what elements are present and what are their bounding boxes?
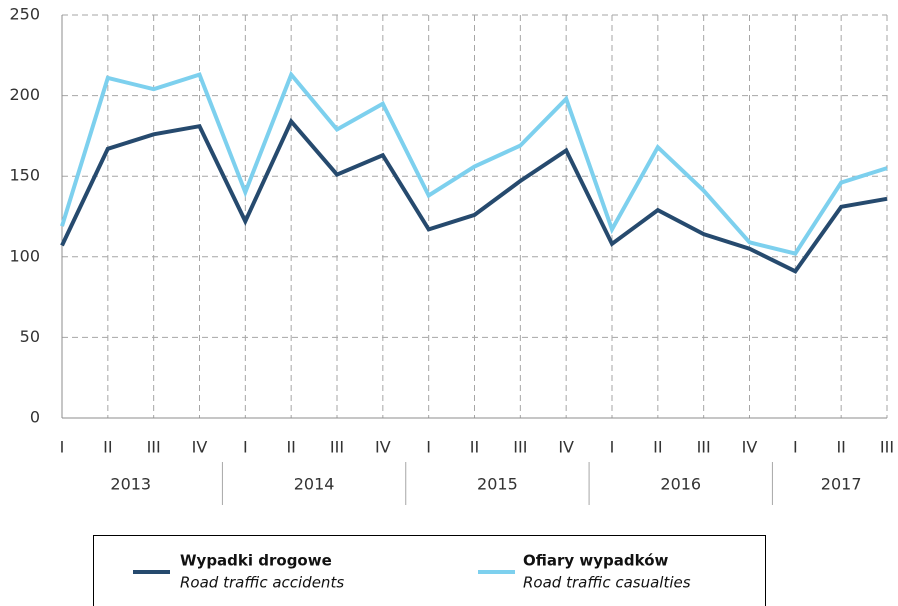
y-tick-label: 250 <box>9 5 40 24</box>
x-tick-label: IV <box>558 438 574 457</box>
year-label: 2015 <box>477 475 518 494</box>
year-label: 2017 <box>821 475 862 494</box>
x-tick-label: III <box>147 438 161 457</box>
series-line <box>60 117 888 274</box>
series-line <box>60 70 888 256</box>
year-label: 2013 <box>110 475 151 494</box>
y-tick-label: 200 <box>9 85 40 104</box>
x-tick-label: I <box>426 438 431 457</box>
x-tick-label: II <box>836 438 845 457</box>
x-tick-label: III <box>513 438 527 457</box>
x-tick-label: I <box>610 438 615 457</box>
x-tick-label: IV <box>375 438 391 457</box>
x-tick-label: II <box>653 438 662 457</box>
legend-sublabel: Road traffic casualties <box>523 574 691 592</box>
year-label: 2016 <box>660 475 701 494</box>
x-tick-label: II <box>286 438 295 457</box>
y-tick-label: 100 <box>9 246 40 265</box>
y-tick-label: 50 <box>20 327 40 346</box>
legend-sublabel: Road traffic accidents <box>180 574 344 592</box>
x-tick-label: III <box>330 438 344 457</box>
x-tick-label: IV <box>742 438 758 457</box>
x-tick-label: I <box>243 438 248 457</box>
legend-box <box>93 535 766 606</box>
x-tick-label: I <box>60 438 65 457</box>
x-tick-label: I <box>793 438 798 457</box>
legend-label: Wypadki drogowe <box>180 552 332 570</box>
legend-label: Ofiary wypadków <box>523 552 668 570</box>
x-tick-label: III <box>697 438 711 457</box>
x-tick-label: II <box>103 438 112 457</box>
x-tick-label: III <box>880 438 894 457</box>
y-tick-label: 150 <box>9 166 40 185</box>
x-tick-label: IV <box>192 438 208 457</box>
x-tick-label: II <box>470 438 479 457</box>
y-tick-label: 0 <box>30 408 40 427</box>
year-label: 2014 <box>294 475 335 494</box>
